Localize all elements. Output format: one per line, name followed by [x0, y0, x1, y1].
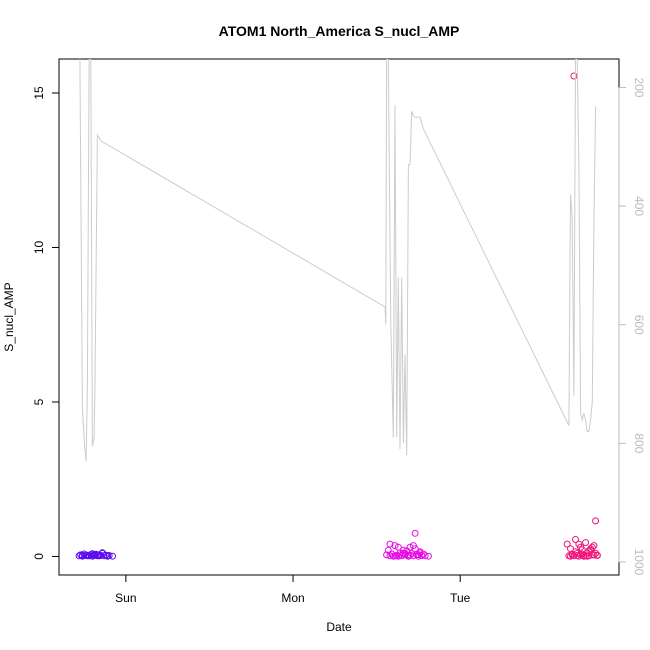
x-tick-label: Mon	[281, 591, 304, 605]
data-point	[85, 552, 93, 559]
y-tick-label: 15	[32, 86, 46, 100]
data-point	[404, 551, 412, 559]
data-point	[563, 540, 571, 548]
data-point	[577, 551, 585, 559]
data-point	[582, 539, 590, 547]
data-point	[573, 552, 581, 559]
data-point	[587, 545, 595, 553]
data-point	[391, 552, 399, 560]
data-point	[583, 552, 591, 560]
data-point	[421, 552, 429, 560]
data-point	[78, 551, 86, 559]
axes: 0 5 10 15 200 400 600 800 1000 Sun Mon Tue	[32, 77, 646, 605]
plot-area	[75, 59, 601, 560]
data-point	[408, 550, 416, 558]
data-point	[578, 546, 586, 554]
x-tick-label: Tue	[450, 591, 471, 605]
data-point	[383, 551, 391, 559]
data-point	[394, 552, 402, 560]
data-point	[388, 550, 396, 558]
data-point	[90, 551, 98, 559]
y2-tick-label: 600	[632, 315, 646, 335]
data-point	[386, 540, 394, 548]
data-point	[399, 546, 407, 554]
data-point	[416, 549, 424, 557]
y2-tick-label: 400	[632, 196, 646, 216]
data-point	[409, 542, 417, 550]
data-point	[424, 552, 432, 560]
data-point	[411, 529, 419, 537]
data-point	[593, 551, 601, 559]
data-point	[575, 540, 583, 548]
data-point	[590, 551, 598, 559]
data-point	[588, 543, 596, 551]
y-tick-label: 5	[32, 398, 46, 405]
y-tick-label: 0	[32, 553, 46, 560]
data-point	[568, 550, 576, 558]
data-point	[572, 536, 579, 543]
series-line	[79, 59, 597, 462]
data-point	[109, 552, 116, 560]
y-axis-label: S_nucl_AMP	[2, 282, 16, 351]
x-tick-label: Sun	[115, 591, 136, 605]
data-point	[386, 552, 394, 560]
data-point	[406, 543, 414, 551]
chart-title: ATOM1 North_America S_nucl_AMP	[219, 23, 460, 39]
data-point	[570, 72, 578, 80]
data-point	[95, 552, 103, 560]
data-point	[567, 552, 574, 560]
y-tick-label: 10	[32, 240, 46, 254]
data-point	[391, 542, 399, 550]
y2-tick-label: 200	[632, 77, 646, 97]
data-point	[592, 549, 600, 557]
data-point	[570, 552, 578, 560]
y2-tick-label: 800	[632, 433, 646, 453]
x-axis-label: Date	[326, 620, 352, 634]
data-point	[592, 517, 600, 525]
data-point	[396, 551, 404, 559]
data-point	[104, 552, 111, 560]
y2-tick-label: 1000	[632, 549, 646, 576]
data-point	[414, 551, 422, 559]
data-point	[409, 552, 417, 560]
plot-frame	[58, 58, 620, 576]
data-point	[580, 552, 588, 560]
